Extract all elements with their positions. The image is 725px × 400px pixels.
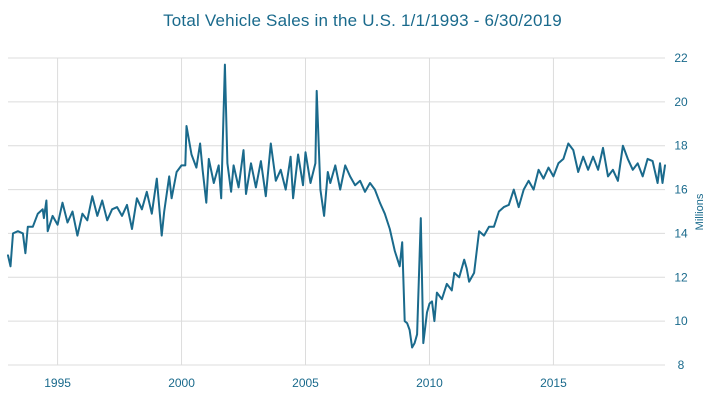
y-tick-label: 10: [674, 314, 688, 328]
x-tick-label: 2010: [416, 376, 443, 390]
series-layer: [7, 63, 666, 349]
chart-title: Total Vehicle Sales in the U.S. 1/1/1993…: [163, 11, 562, 30]
series-line: [7, 63, 666, 349]
x-tick-label: 2000: [168, 376, 195, 390]
x-axis-ticks: 1995 2000 2005 2010 2015: [44, 376, 567, 390]
y-axis-ticks: 8 10 12 14 16 18 20 22: [674, 51, 688, 372]
x-tick-label: 2015: [540, 376, 567, 390]
y-tick-label: 16: [674, 183, 688, 197]
y-tick-label: 22: [674, 51, 688, 65]
x-tick-label: 1995: [44, 376, 71, 390]
y-tick-label: 20: [674, 95, 688, 109]
y-tick-label: 12: [674, 270, 688, 284]
y-tick-label: 14: [674, 226, 688, 240]
x-tick-label: 2005: [292, 376, 319, 390]
y-tick-label: 8: [678, 358, 685, 372]
y-axis-label: Millions: [694, 193, 706, 231]
y-tick-label: 18: [674, 139, 688, 153]
grid-lines: [8, 57, 665, 366]
